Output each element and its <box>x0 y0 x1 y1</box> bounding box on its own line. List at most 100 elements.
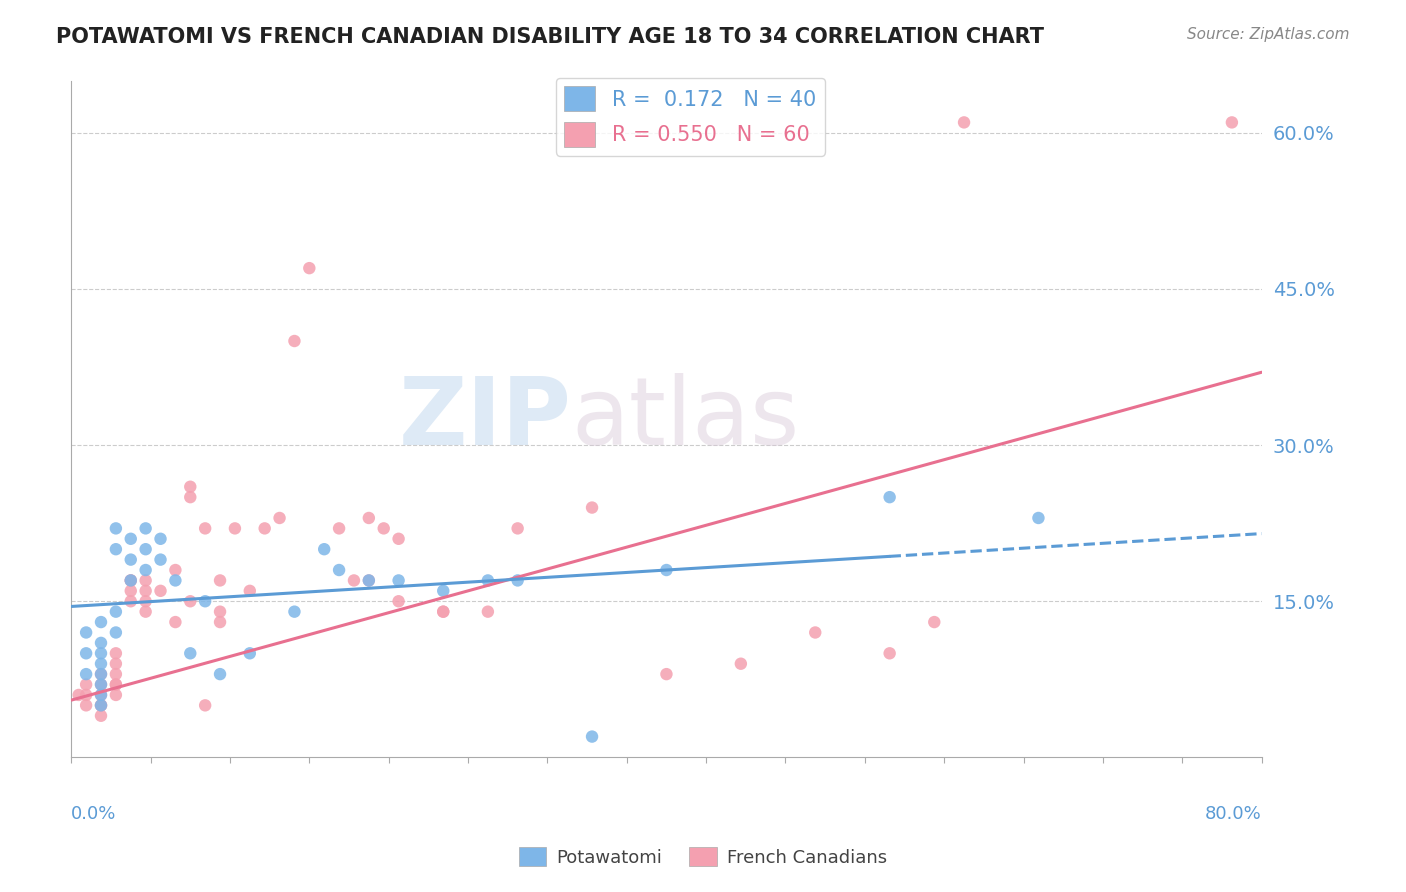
Legend: R =  0.172   N = 40, R = 0.550   N = 60: R = 0.172 N = 40, R = 0.550 N = 60 <box>555 78 825 155</box>
Point <box>209 615 232 629</box>
Point <box>655 667 678 681</box>
Point <box>239 646 262 660</box>
Point <box>506 521 529 535</box>
Point <box>298 261 321 276</box>
Point <box>373 521 395 535</box>
Point <box>283 605 305 619</box>
Point <box>149 552 172 566</box>
Point <box>135 563 157 577</box>
Point <box>75 625 97 640</box>
Point <box>120 574 142 588</box>
Text: 80.0%: 80.0% <box>1205 805 1261 822</box>
Point <box>343 574 366 588</box>
Point <box>75 646 97 660</box>
Point <box>90 698 112 713</box>
Point <box>67 688 90 702</box>
Point <box>120 574 142 588</box>
Point <box>179 480 201 494</box>
Point <box>90 698 112 713</box>
Point <box>90 688 112 702</box>
Point <box>804 625 827 640</box>
Point <box>432 605 454 619</box>
Point <box>90 688 112 702</box>
Point <box>104 677 127 691</box>
Point <box>135 574 157 588</box>
Point <box>953 115 976 129</box>
Point <box>149 583 172 598</box>
Point <box>1220 115 1243 129</box>
Point <box>388 532 411 546</box>
Point <box>90 677 112 691</box>
Point <box>120 594 142 608</box>
Point <box>90 667 112 681</box>
Point <box>269 511 291 525</box>
Point <box>1028 511 1050 525</box>
Point <box>120 532 142 546</box>
Point <box>209 667 232 681</box>
Point <box>120 552 142 566</box>
Point <box>328 521 350 535</box>
Point <box>149 532 172 546</box>
Point <box>581 730 603 744</box>
Point <box>90 646 112 660</box>
Point <box>90 615 112 629</box>
Point <box>879 490 901 504</box>
Point <box>209 605 232 619</box>
Point <box>922 615 945 629</box>
Point <box>120 583 142 598</box>
Text: POTAWATOMI VS FRENCH CANADIAN DISABILITY AGE 18 TO 34 CORRELATION CHART: POTAWATOMI VS FRENCH CANADIAN DISABILITY… <box>56 27 1045 46</box>
Text: atlas: atlas <box>571 373 800 465</box>
Legend: Potawatomi, French Canadians: Potawatomi, French Canadians <box>512 840 894 874</box>
Point <box>135 521 157 535</box>
Point <box>104 688 127 702</box>
Point <box>75 698 97 713</box>
Point <box>357 574 380 588</box>
Point <box>506 574 529 588</box>
Point <box>90 708 112 723</box>
Point <box>283 334 305 348</box>
Point <box>135 583 157 598</box>
Point <box>224 521 246 535</box>
Point <box>388 594 411 608</box>
Point <box>179 490 201 504</box>
Point <box>90 698 112 713</box>
Point <box>165 563 187 577</box>
Point <box>104 625 127 640</box>
Point <box>104 657 127 671</box>
Point <box>194 698 217 713</box>
Point <box>179 646 201 660</box>
Point <box>104 667 127 681</box>
Point <box>209 574 232 588</box>
Point <box>432 583 454 598</box>
Point <box>239 583 262 598</box>
Point <box>477 605 499 619</box>
Text: 0.0%: 0.0% <box>72 805 117 822</box>
Point <box>90 636 112 650</box>
Point <box>90 677 112 691</box>
Point <box>165 615 187 629</box>
Point <box>179 594 201 608</box>
Point <box>90 667 112 681</box>
Point <box>253 521 276 535</box>
Point <box>357 511 380 525</box>
Point <box>581 500 603 515</box>
Point <box>75 667 97 681</box>
Point <box>104 677 127 691</box>
Point <box>120 574 142 588</box>
Point <box>314 542 336 557</box>
Point <box>135 594 157 608</box>
Point <box>194 521 217 535</box>
Point <box>655 563 678 577</box>
Point <box>165 574 187 588</box>
Point <box>104 521 127 535</box>
Point <box>135 605 157 619</box>
Point <box>135 542 157 557</box>
Point <box>75 688 97 702</box>
Text: ZIP: ZIP <box>398 373 571 465</box>
Text: Source: ZipAtlas.com: Source: ZipAtlas.com <box>1187 27 1350 42</box>
Point <box>730 657 752 671</box>
Point <box>328 563 350 577</box>
Point <box>388 574 411 588</box>
Point <box>477 574 499 588</box>
Point <box>879 646 901 660</box>
